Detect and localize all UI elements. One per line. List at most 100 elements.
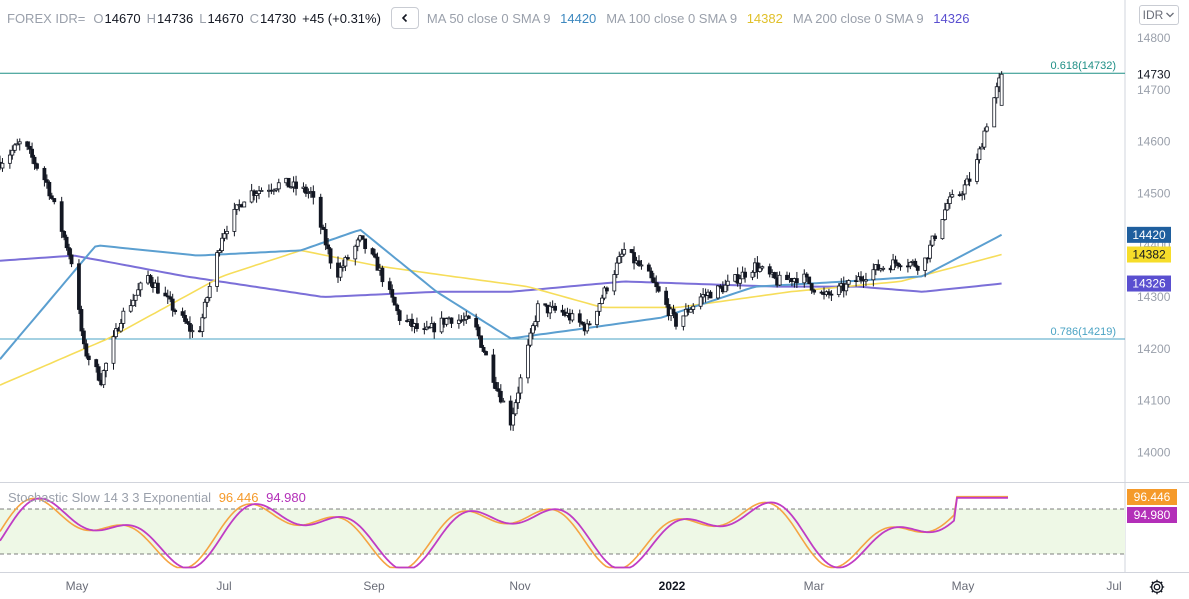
candle-body [543, 303, 548, 306]
candle-body [871, 269, 876, 281]
candle [373, 248, 377, 259]
candle-body [646, 264, 651, 272]
candle-body [168, 296, 173, 300]
stochastic-d-value: 94.980 [266, 490, 306, 505]
candle-body [772, 272, 777, 279]
candle [474, 313, 479, 331]
candle-body [47, 181, 52, 197]
gear-icon[interactable] [1148, 578, 1166, 596]
ma100-legend[interactable]: MA 100 close 0 SMA 9 14382 [606, 11, 783, 26]
candle-body [750, 271, 755, 278]
candle-body [698, 296, 703, 307]
candle [928, 240, 932, 263]
time-tick-label: Nov [509, 579, 530, 593]
candle-body [755, 262, 760, 272]
candle [743, 267, 747, 283]
candle-body [738, 278, 743, 284]
stochastic-d-badge-label: 94.980 [1134, 508, 1171, 522]
candle-body [373, 253, 377, 258]
candle-body [380, 267, 385, 283]
candle [180, 307, 185, 318]
candle-body [829, 293, 834, 296]
candle [395, 303, 400, 315]
stochastic-legend[interactable]: Stochastic Slow 14 3 3 Exponential 96.44… [8, 490, 306, 505]
candle [343, 255, 348, 272]
candle-body [794, 278, 799, 284]
candle [269, 183, 274, 195]
candle [639, 260, 644, 270]
candle [725, 274, 730, 291]
candle-body [743, 271, 747, 278]
candle [47, 180, 52, 200]
candle [168, 291, 173, 303]
candle [992, 97, 997, 128]
candle [173, 308, 178, 315]
candle [560, 304, 565, 316]
candle [481, 344, 486, 353]
candle-body [326, 244, 331, 250]
candle-body [977, 148, 982, 161]
candle-body [304, 186, 308, 194]
candle [508, 395, 513, 431]
candle [15, 138, 20, 146]
candle [77, 259, 81, 315]
candle-body [323, 229, 328, 246]
price-tick-label: 14000 [1137, 445, 1171, 459]
candle [735, 267, 740, 287]
candle-body [691, 305, 696, 310]
candle [836, 283, 841, 298]
candle-body [915, 265, 920, 271]
ma50-legend[interactable]: MA 50 close 0 SMA 9 14420 [427, 11, 596, 26]
candle-body [930, 235, 935, 246]
candle-body [595, 310, 599, 326]
candle [128, 299, 133, 313]
candle [530, 323, 535, 340]
candle-body [338, 267, 343, 278]
candle [405, 314, 409, 323]
candle [133, 294, 138, 307]
candle [802, 269, 807, 288]
candle-body [570, 313, 575, 321]
candle-body [496, 388, 501, 392]
candle [476, 324, 481, 340]
candle [69, 248, 74, 268]
candle [286, 177, 291, 188]
collapse-legend-button[interactable] [390, 7, 419, 29]
time-tick-label: May [66, 579, 89, 593]
candle-body [950, 194, 955, 198]
ma100-label: MA 100 close 0 SMA 9 [606, 10, 738, 26]
candle-body [943, 209, 947, 220]
candle [893, 255, 898, 268]
ma50-label: MA 50 close 0 SMA 9 [426, 10, 551, 26]
candle-body [225, 230, 229, 235]
currency-selector[interactable]: IDR [1139, 5, 1179, 25]
change-value: +45 (+0.31%) [302, 10, 381, 26]
candle [915, 264, 920, 275]
candle-body [893, 259, 898, 264]
candle [185, 318, 190, 325]
candle-body [671, 308, 676, 315]
candle-body [252, 190, 257, 196]
candle [466, 314, 471, 319]
candle [217, 248, 222, 257]
candle-body [967, 178, 972, 182]
candle-body [587, 323, 592, 326]
candle-body [397, 310, 402, 321]
candle [59, 196, 64, 239]
candle-body [190, 330, 195, 333]
candle-body [639, 264, 644, 267]
candle-body [526, 344, 530, 379]
candle-body [318, 196, 323, 228]
candle [908, 261, 913, 270]
candle [491, 348, 496, 389]
ma200-legend[interactable]: MA 200 close 0 SMA 9 14326 [793, 11, 970, 26]
candle-body [170, 298, 175, 311]
candle-body [622, 249, 627, 255]
ma50-badge [1127, 226, 1171, 243]
price-tick-label: 14600 [1137, 135, 1171, 149]
candle [215, 250, 220, 292]
candle [17, 138, 22, 151]
symbol-name[interactable]: FOREX IDR= [7, 10, 86, 26]
candle-body [136, 289, 141, 296]
